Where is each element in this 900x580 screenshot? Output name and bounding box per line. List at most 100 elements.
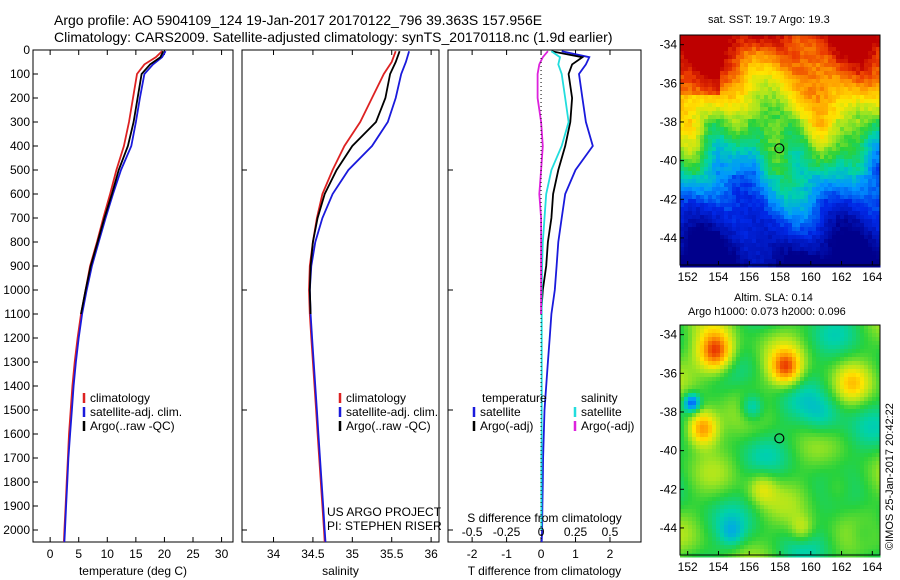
x-tick-label: 158 xyxy=(770,270,790,284)
y-tick-label: 900 xyxy=(10,259,30,273)
x-tick-label: 160 xyxy=(801,560,821,574)
x-tick-label: 156 xyxy=(739,270,759,284)
y-tick-label: 1300 xyxy=(3,355,30,369)
profile-panel-3: -2 -1 0 1 2 T difference from climatology -0.5… xyxy=(447,49,642,578)
x-tick-label: 15 xyxy=(129,547,143,561)
map-cells xyxy=(680,35,881,268)
x2-tick-label: 0.25 xyxy=(564,525,588,539)
y-tick-label: -40 xyxy=(660,444,678,458)
sst-map-title: sat. SST: 19.7 Argo: 19.3 xyxy=(708,14,830,26)
header-line-1: Argo profile: AO 5904109_124 19-Jan-2017… xyxy=(54,12,543,28)
y-tick-label: -34 xyxy=(660,328,678,342)
y-tick-label: -44 xyxy=(660,231,678,245)
series-line-satellite-adj-clim- xyxy=(308,50,410,543)
x-tick-label: 30 xyxy=(215,547,229,561)
y-tick-label: 300 xyxy=(10,115,30,129)
sla-map-title: Altim. SLA: 0.14 xyxy=(734,292,813,304)
y-tick-label: 0 xyxy=(23,43,30,57)
x-tick-label: 34 xyxy=(267,547,281,561)
y-tick-label: 600 xyxy=(10,187,30,201)
series-line-climatology xyxy=(63,50,163,543)
legend-label: Argo(..raw -QC) xyxy=(90,419,175,433)
y-tick-label: 2000 xyxy=(3,523,30,537)
legend-title: temperature xyxy=(482,391,547,405)
y-tick-label: -42 xyxy=(660,192,678,206)
x-tick-label: 162 xyxy=(832,560,852,574)
x-tick-label: 10 xyxy=(101,547,115,561)
y-tick-label: 500 xyxy=(10,163,30,177)
y-tick-label: 100 xyxy=(10,67,30,81)
panel-frame xyxy=(447,49,642,543)
argo-location-marker xyxy=(774,143,785,154)
legend-label: satellite xyxy=(480,405,521,419)
x-tick-label: 34.5 xyxy=(301,547,325,561)
series-line-t-argo-adj- xyxy=(540,50,585,315)
x-tick-label: -2 xyxy=(467,547,478,561)
legend-label: satellite xyxy=(581,405,622,419)
series-line-argo-raw-qc- xyxy=(308,50,401,315)
legend-label: climatology xyxy=(346,391,406,405)
y-tick-label: 200 xyxy=(10,91,30,105)
legend-label: satellite-adj. clim. xyxy=(346,405,438,419)
x-tick-label: 152 xyxy=(678,270,698,284)
x-axis-label: salinity xyxy=(322,564,359,578)
x-tick-label: 156 xyxy=(739,560,759,574)
x-tick-label: 164 xyxy=(862,270,882,284)
series-line-s-satellite xyxy=(540,50,570,530)
series-line-climatology xyxy=(308,50,397,543)
x-tick-label: 164 xyxy=(862,560,882,574)
y-tick-label: 1000 xyxy=(3,283,30,297)
profile-panel-1: 0 5 10 15 20 25 300100200300400500600700800900… xyxy=(3,43,234,578)
legend-title: salinity xyxy=(581,391,618,405)
sla-map-subtitle: Argo h1000: 0.073 h2000: 0.096 xyxy=(688,306,846,318)
x2-tick-label: 0.5 xyxy=(602,525,619,539)
annotation-project: US ARGO PROJECT xyxy=(327,505,442,519)
y-tick-label: 400 xyxy=(10,139,30,153)
y-tick-label: -38 xyxy=(660,405,678,419)
series-line-t-satellite xyxy=(540,50,594,543)
x-tick-label: 36 xyxy=(424,547,438,561)
y-tick-label: 1100 xyxy=(4,307,30,321)
y-tick-label: 1700 xyxy=(3,451,30,465)
sla-map: 152 154 156 158 160 162 164 -34 -36 -38 -40 -42 -44 xyxy=(660,324,883,574)
y-tick-label: -40 xyxy=(660,154,678,168)
argo-location-marker xyxy=(774,433,785,444)
y-tick-label: -36 xyxy=(660,76,678,90)
x-tick-label: 152 xyxy=(678,560,698,574)
legend-label: Argo(-adj) xyxy=(480,419,533,433)
panel-frame xyxy=(241,49,440,543)
x2-axis-label: S difference from climatology xyxy=(467,511,622,525)
series-line-argo-raw-qc- xyxy=(80,50,165,315)
x-tick-label: 35 xyxy=(346,547,360,561)
x-tick-label: 154 xyxy=(708,270,728,284)
legend-label: Argo(-adj) xyxy=(581,419,634,433)
y-tick-label: -36 xyxy=(660,366,678,380)
legend-label: satellite-adj. clim. xyxy=(90,405,182,419)
series-line-satellite-adj-clim- xyxy=(63,50,167,543)
y-tick-label: 1900 xyxy=(3,499,30,513)
y-tick-label: -44 xyxy=(660,521,678,535)
x-tick-label: 0 xyxy=(47,547,54,561)
annotation-pi: PI: STEPHEN RISER xyxy=(327,519,442,533)
x-tick-label: 162 xyxy=(832,270,852,284)
y-tick-label: -38 xyxy=(660,115,678,129)
x2-tick-label: 0 xyxy=(538,525,545,539)
x2-tick-label: -0.5 xyxy=(462,525,483,539)
x-tick-label: 2 xyxy=(607,547,614,561)
sst-map: 152 154 156 158 160 162 164 -34 -36 -38 -40 -42 -44 xyxy=(660,34,883,284)
x-tick-label: 20 xyxy=(158,547,172,561)
y-tick-label: 1800 xyxy=(3,475,30,489)
x-tick-label: 35.5 xyxy=(380,547,404,561)
profile-panel-2: 34 34.5 35 35.5 36 salinity climatologysatelli… xyxy=(241,49,442,578)
y-tick-label: 800 xyxy=(10,235,30,249)
x-tick-label: 160 xyxy=(801,270,821,284)
x-tick-label: 0 xyxy=(538,547,545,561)
panel-frame xyxy=(32,49,234,543)
header-line-2: Climatology: CARS2009. Satellite-adjuste… xyxy=(54,29,613,45)
map-cells xyxy=(680,325,881,558)
x-tick-label: 158 xyxy=(770,560,790,574)
x-axis-label: temperature (deg C) xyxy=(79,564,187,578)
